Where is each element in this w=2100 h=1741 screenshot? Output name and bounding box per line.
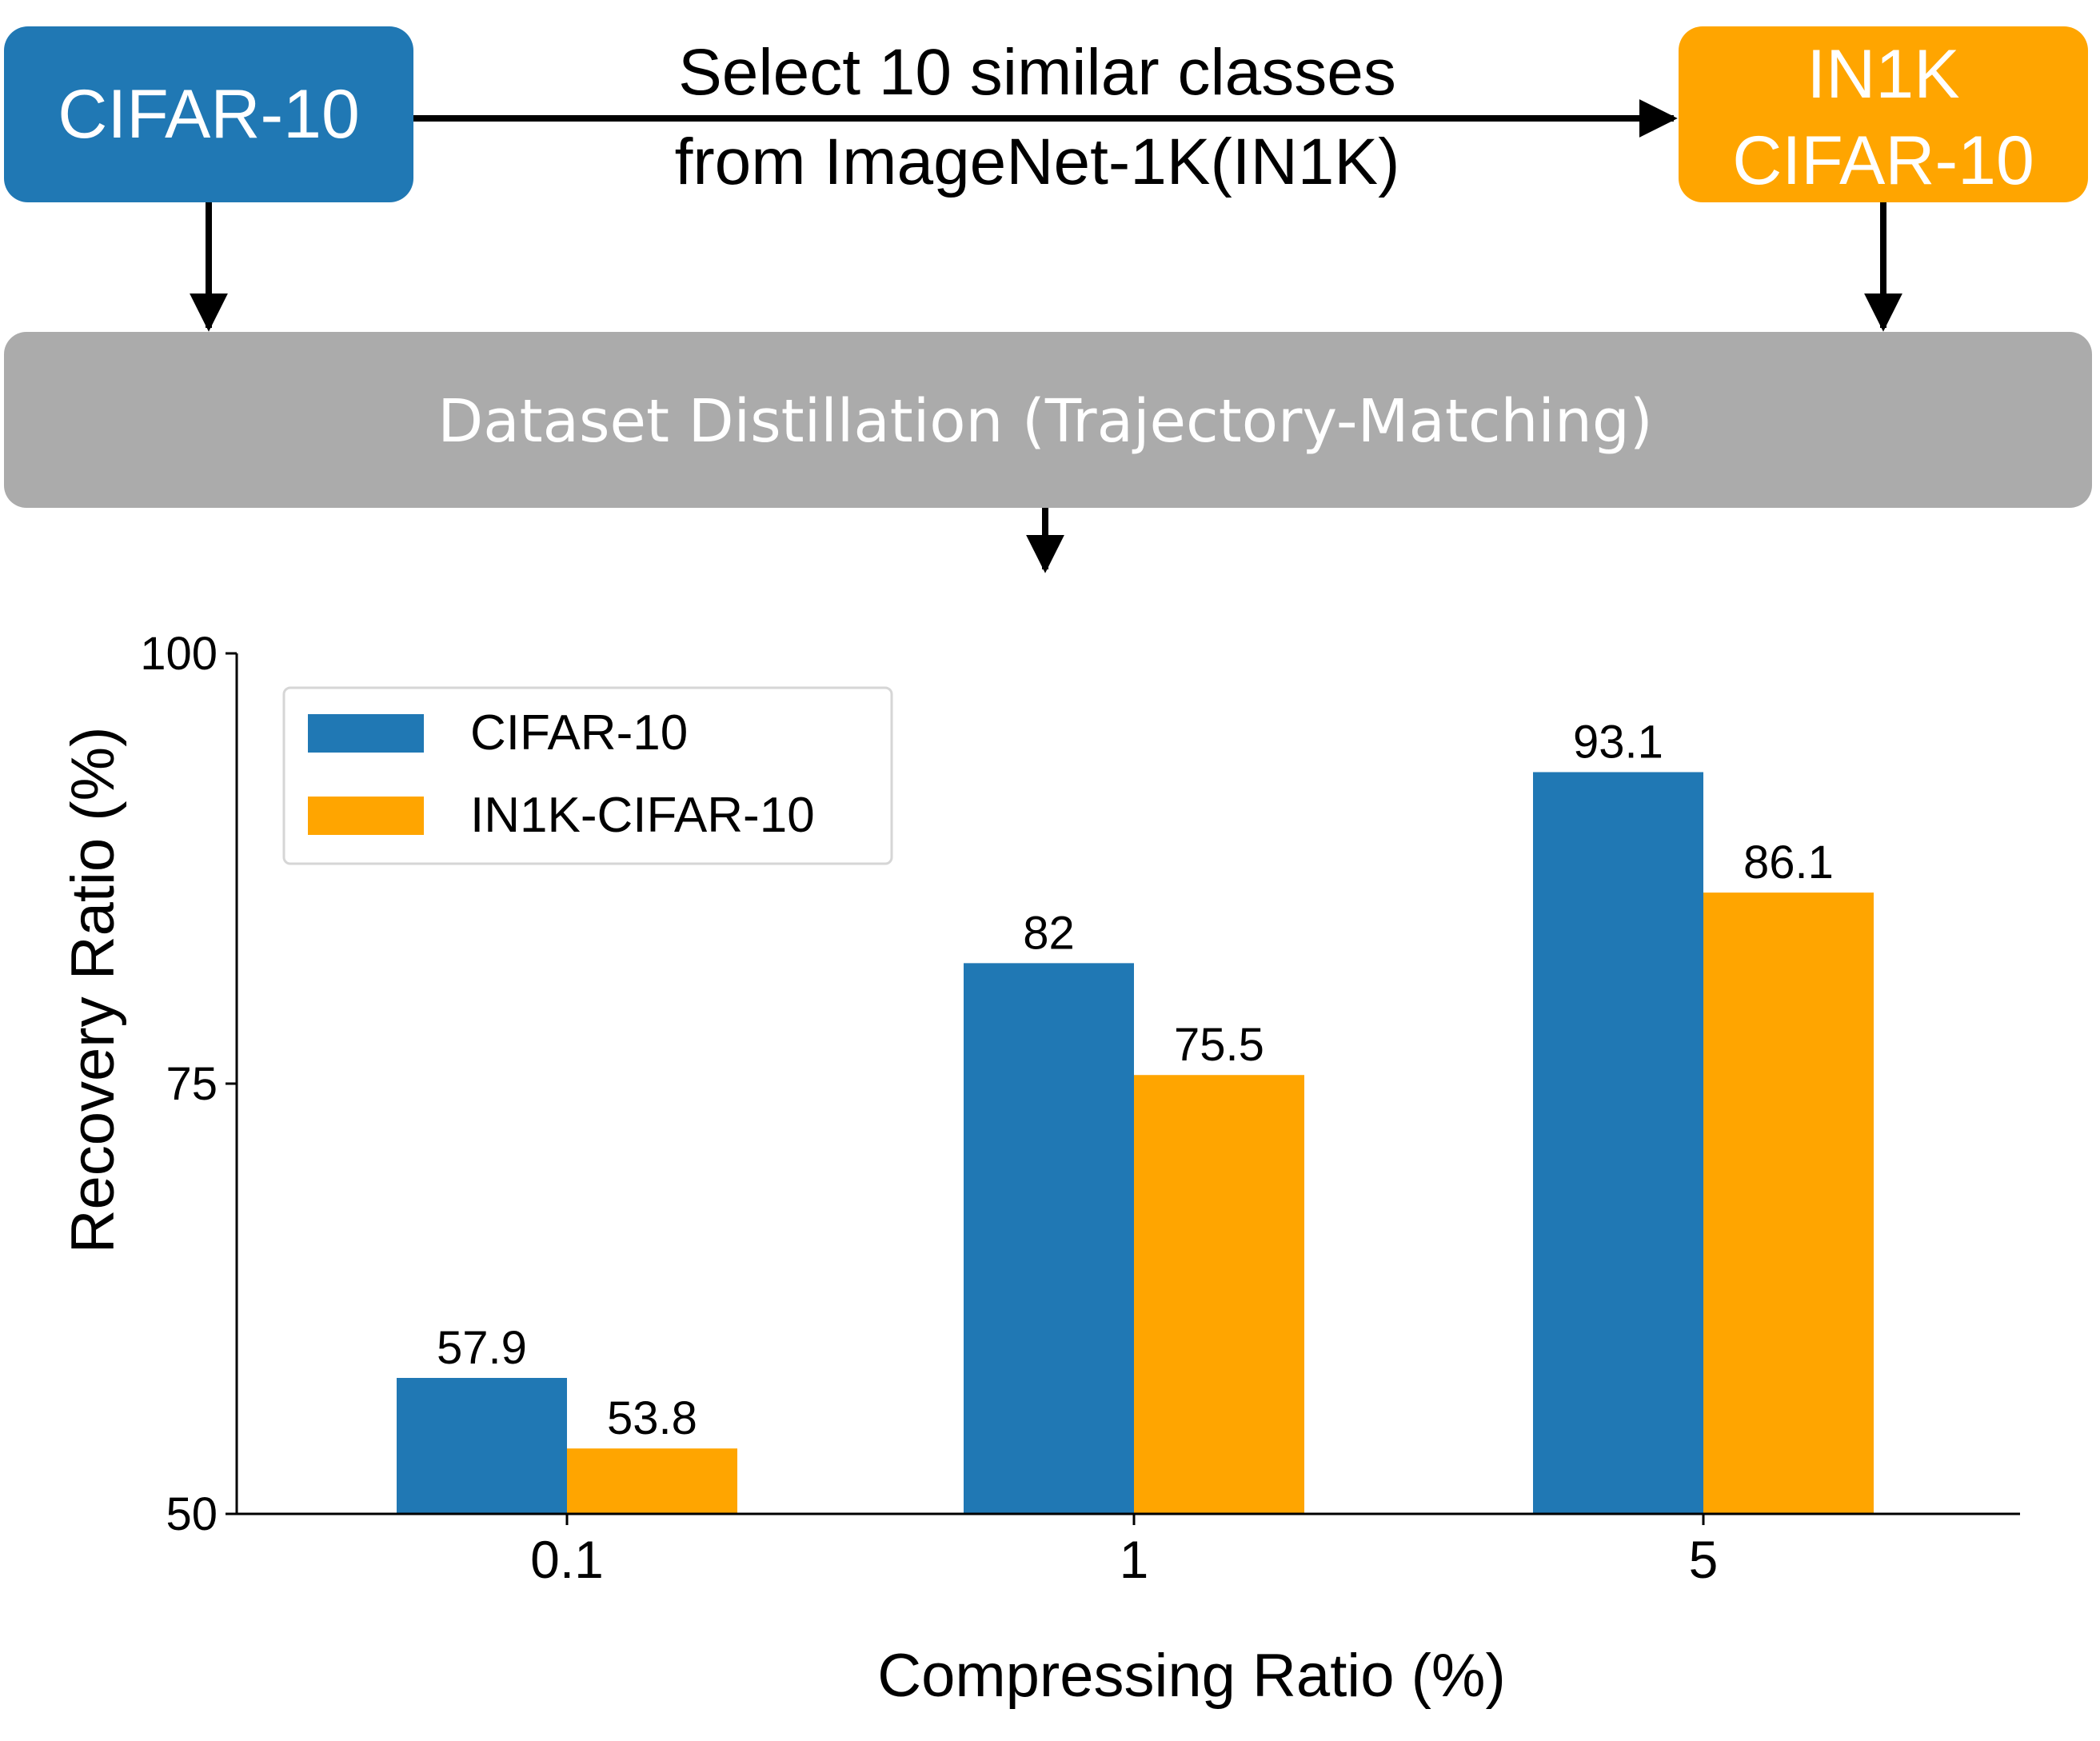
y-tick-label: 100: [140, 628, 218, 680]
bar-in1k-cifar10-1: [1134, 1075, 1304, 1514]
bar-labels-layer: 57.9 82 93.1 53.8 75.5 86.1: [437, 716, 1834, 1444]
legend-swatch: [308, 797, 424, 835]
legend-label: IN1K-CIFAR-10: [470, 788, 815, 843]
arrow-label-line2: from ImageNet-1K(IN1K): [675, 126, 1400, 198]
legend-label: CIFAR-10: [470, 705, 688, 761]
cifar10-box-label: CIFAR-10: [58, 76, 360, 153]
x-tick-label: 1: [1120, 1530, 1149, 1589]
cifar10-box: [4, 26, 413, 202]
legend-frame: [282, 686, 893, 865]
bar-value-label: 93.1: [1573, 716, 1663, 768]
bar-cifar10-1: [964, 963, 1134, 1514]
distillation-box: [4, 332, 2092, 508]
x-tick-label: 0.1: [530, 1530, 604, 1589]
bar-value-label: 75.5: [1174, 1019, 1264, 1071]
y-axis-label: Recovery Ratio (%): [59, 727, 127, 1254]
legend-swatch: [308, 714, 424, 753]
bar-value-label: 57.9: [437, 1322, 527, 1374]
y-tick-label: 75: [166, 1058, 218, 1110]
bar-in1k-cifar10-0.1: [567, 1448, 737, 1514]
in1k-box-label-line2: CIFAR-10: [1732, 122, 2034, 199]
arrow-label-line1: Select 10 similar classes: [678, 36, 1396, 109]
bar-value-label: 53.8: [607, 1392, 697, 1444]
in1k-cifar10-box: [1679, 26, 2088, 202]
x-tick-label: 5: [1689, 1530, 1719, 1589]
bar-cifar10-0.1: [397, 1377, 567, 1514]
ticks-layer: 50 75 100 0.1 1 5: [140, 628, 1718, 1589]
pipeline-diagram: CIFAR-10 IN1K CIFAR-10 Select 10 similar…: [4, 26, 2092, 573]
x-axis-label: Compressing Ratio (%): [877, 1642, 1506, 1710]
legend: CIFAR-10 IN1K-CIFAR-10: [282, 686, 893, 865]
bars-layer: [397, 772, 1874, 1514]
bar-in1k-cifar10-5: [1703, 892, 1874, 1514]
bar-chart: 57.9 82 93.1 53.8 75.5 86.1 50 75 100 0.1 1 5 Comp…: [59, 628, 2020, 1710]
y-tick-label: 50: [166, 1488, 218, 1540]
in1k-box-label-line1: IN1K: [1807, 36, 1959, 113]
distillation-box-label: Dataset Distillation (Trajectory-Matchin…: [437, 387, 1652, 456]
bar-value-label: 86.1: [1743, 837, 1834, 888]
bar-value-label: 82: [1023, 907, 1075, 959]
bar-cifar10-5: [1533, 772, 1703, 1514]
